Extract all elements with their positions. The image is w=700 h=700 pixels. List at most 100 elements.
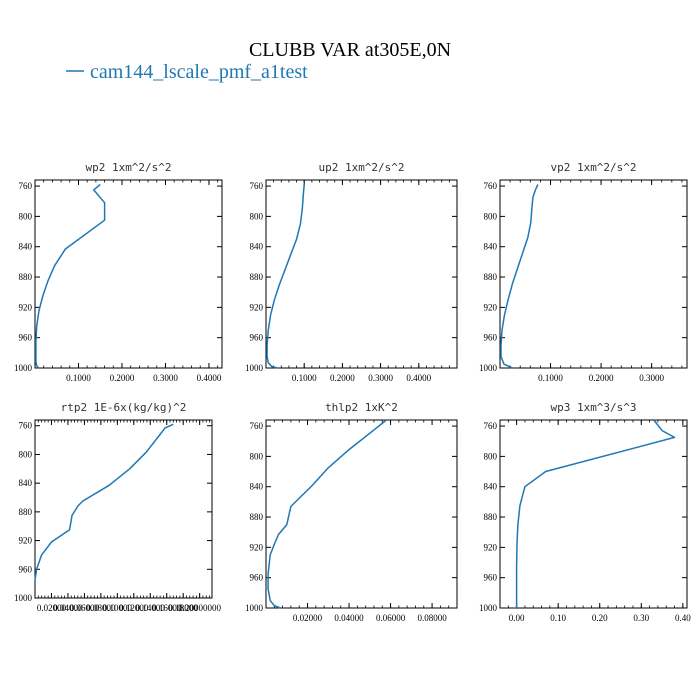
y-tick-label: 920 bbox=[19, 302, 33, 312]
y-tick-label: 760 bbox=[484, 421, 498, 431]
y-tick-label: 1000 bbox=[479, 603, 498, 613]
x-tick-label: 0.4000 bbox=[197, 373, 222, 383]
y-tick-label: 800 bbox=[484, 451, 498, 461]
x-tick-label: 0.06000 bbox=[70, 603, 100, 613]
subplot-6: wp3 1xm^3/s^3 0.00 0.10 0.20 0.30 0.40 760 800 8… bbox=[479, 401, 691, 623]
y-tick-label: 840 bbox=[484, 482, 498, 492]
x-tick-label: 0.08000 bbox=[417, 613, 447, 623]
x-tick-label: 0.2000 bbox=[330, 373, 355, 383]
y-tick-label: 920 bbox=[484, 542, 498, 552]
x-tick-label: 0.3000 bbox=[153, 373, 178, 383]
plot-frame bbox=[499, 179, 688, 369]
y-tick-label: 840 bbox=[250, 242, 264, 252]
x-tick-label: 0.1000 bbox=[66, 373, 91, 383]
x-tick-label: 0.20000000 bbox=[178, 603, 221, 613]
y-tick-label: 960 bbox=[484, 573, 498, 583]
x-tick-label: 0.2000 bbox=[110, 373, 135, 383]
x-tick-label: 0.10000 bbox=[103, 603, 133, 613]
x-tick-label: 0.2000 bbox=[589, 373, 614, 383]
y-tick-label: 840 bbox=[484, 242, 498, 252]
subplot-title: wp2 1xm^2/s^2 bbox=[85, 161, 171, 174]
subplot-grid: wp2 1xm^2/s^2 0.1000 0.2000 0.3000 0.4000 760… bbox=[14, 161, 691, 623]
x-tick-label: 0.1000 bbox=[292, 373, 317, 383]
series-line bbox=[266, 184, 305, 369]
y-tick-label: 1000 bbox=[245, 363, 264, 373]
legend-label: cam144_lscale_pmf_a1test bbox=[90, 61, 308, 83]
y-tick-label: 880 bbox=[19, 507, 33, 517]
y-tick-label: 760 bbox=[19, 421, 33, 431]
x-tick-label: 0.3000 bbox=[368, 373, 393, 383]
y-tick-label: 920 bbox=[19, 536, 33, 546]
x-tick-label: 0.08000 bbox=[86, 603, 116, 613]
y-tick-label: 800 bbox=[484, 211, 498, 221]
y-tick-label: 1000 bbox=[245, 603, 264, 613]
y-tick-label: 760 bbox=[484, 181, 498, 191]
subplot-title: wp3 1xm^3/s^3 bbox=[550, 401, 636, 414]
x-tick-label: 0.10 bbox=[550, 613, 566, 623]
legend: cam144_lscale_pmf_a1test bbox=[66, 61, 308, 83]
y-tick-label: 960 bbox=[19, 333, 33, 343]
subplot-title: thlp2 1xK^2 bbox=[325, 401, 398, 414]
y-tick-label: 920 bbox=[250, 542, 264, 552]
x-tick-label: 0.3000 bbox=[639, 373, 664, 383]
subplot-2: up2 1xm^2/s^2 0.1000 0.2000 0.3000 0.4000 760… bbox=[245, 161, 458, 383]
x-tick-label: 0.20 bbox=[592, 613, 608, 623]
y-tick-label: 800 bbox=[19, 449, 33, 459]
y-tick-label: 800 bbox=[19, 211, 33, 221]
subplot-title: vp2 1xm^2/s^2 bbox=[550, 161, 636, 174]
x-tick-label: 0.06000 bbox=[376, 613, 406, 623]
plot-frame bbox=[34, 419, 213, 599]
y-tick-label: 1000 bbox=[14, 363, 33, 373]
y-tick-label: 800 bbox=[250, 451, 264, 461]
y-tick-label: 880 bbox=[250, 272, 264, 282]
y-tick-label: 880 bbox=[484, 512, 498, 522]
y-tick-label: 800 bbox=[250, 211, 264, 221]
plot-frame bbox=[265, 179, 458, 369]
series-line bbox=[267, 419, 387, 609]
x-tick-label: 0.16000 bbox=[152, 603, 182, 613]
y-tick-label: 960 bbox=[19, 564, 33, 574]
plot-frame bbox=[265, 419, 458, 609]
y-tick-label: 840 bbox=[19, 478, 33, 488]
y-tick-label: 920 bbox=[484, 302, 498, 312]
y-tick-label: 840 bbox=[19, 242, 33, 252]
x-tick-label: 0.30 bbox=[633, 613, 649, 623]
x-tick-label: 0.04000 bbox=[53, 603, 83, 613]
y-tick-label: 1000 bbox=[14, 593, 33, 603]
figure-title: CLUBB VAR at305E,0N bbox=[249, 39, 451, 61]
subplot-5: thlp2 1xK^2 0.02000 0.04000 0.06000 0.08000 7… bbox=[245, 401, 458, 623]
y-tick-label: 760 bbox=[250, 421, 264, 431]
y-tick-label: 880 bbox=[19, 272, 33, 282]
y-tick-label: 880 bbox=[250, 512, 264, 522]
subplot-3: vp2 1xm^2/s^2 0.1000 0.2000 0.3000 760 800 840… bbox=[479, 161, 688, 383]
x-tick-label: 0.4000 bbox=[406, 373, 431, 383]
y-tick-label: 960 bbox=[250, 333, 264, 343]
subplot-title: up2 1xm^2/s^2 bbox=[318, 161, 404, 174]
x-tick-label: 0.12000 bbox=[119, 603, 149, 613]
y-tick-label: 960 bbox=[484, 333, 498, 343]
x-tick-label: 0.02000 bbox=[37, 603, 67, 613]
y-tick-label: 880 bbox=[484, 272, 498, 282]
series-line bbox=[500, 184, 539, 369]
y-tick-label: 960 bbox=[250, 573, 264, 583]
y-tick-label: 840 bbox=[250, 482, 264, 492]
x-tick-label: 0.00 bbox=[509, 613, 525, 623]
y-tick-label: 760 bbox=[19, 181, 33, 191]
subplot-title: rtp2 1E-6x(kg/kg)^2 bbox=[61, 401, 187, 414]
plot-frame bbox=[499, 419, 688, 609]
series-line bbox=[35, 183, 106, 369]
x-tick-label: 0.14000 bbox=[136, 603, 166, 613]
series-line bbox=[34, 423, 174, 581]
plot-frame bbox=[34, 179, 223, 369]
y-tick-label: 920 bbox=[250, 302, 264, 312]
x-tick-label: 0.02000 bbox=[293, 613, 323, 623]
x-tick-label: 0.40 bbox=[675, 613, 691, 623]
y-tick-label: 760 bbox=[250, 181, 264, 191]
subplot-1: wp2 1xm^2/s^2 0.1000 0.2000 0.3000 0.4000 760… bbox=[14, 161, 223, 383]
y-tick-label: 1000 bbox=[479, 363, 498, 373]
series-line bbox=[515, 419, 676, 608]
x-tick-label: 0.04000 bbox=[334, 613, 364, 623]
x-tick-label: 0.18000 bbox=[169, 603, 199, 613]
x-tick-label: 0.1000 bbox=[538, 373, 563, 383]
